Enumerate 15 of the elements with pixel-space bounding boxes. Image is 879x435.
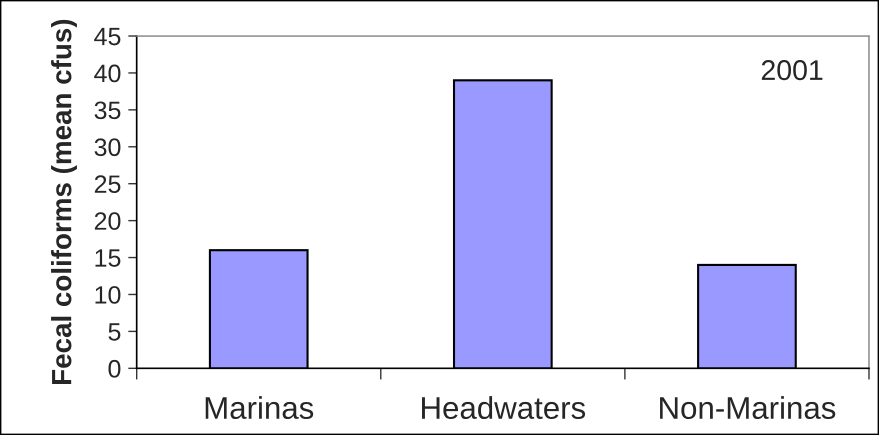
y-tick-label: 45	[94, 28, 120, 46]
y-tick-label: 15	[96, 249, 120, 267]
y-tick-label: 20	[94, 212, 120, 230]
y-tick-label: 5	[108, 323, 120, 341]
x-tick-label: Marinas	[206, 396, 314, 420]
y-tick-label: 40	[94, 64, 120, 82]
x-tick-label: Headwaters	[422, 396, 586, 420]
y-tick-label: 10	[96, 286, 120, 304]
y-axis-title: Fecal coliforms (mean cfus)	[51, 20, 77, 384]
annotation: 2001	[762, 60, 822, 80]
y-tick-label: 30	[94, 138, 120, 156]
x-tick-label: Non-Marinas	[660, 396, 836, 420]
y-tick-label: 0	[108, 360, 120, 378]
y-tick-label: 25	[94, 175, 120, 194]
y-tick-label: 35	[94, 101, 120, 120]
